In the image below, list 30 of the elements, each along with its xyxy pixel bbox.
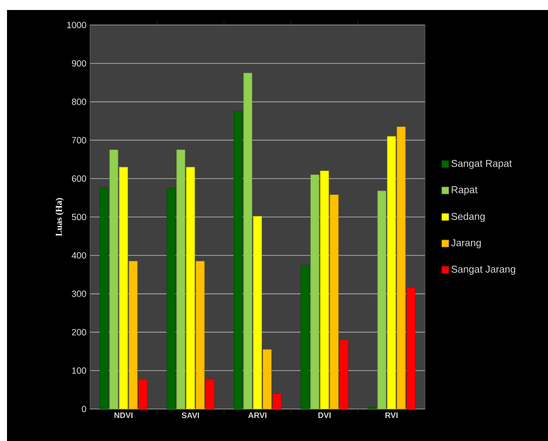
bar (406, 287, 416, 409)
bar (253, 216, 262, 409)
bar (339, 340, 348, 409)
y-tick-label: 800 (72, 98, 86, 105)
y-tick-label: 600 (72, 175, 86, 182)
legend-label: Rapat (452, 186, 478, 196)
y-tick-label: 1000 (67, 22, 86, 28)
y-tick-label: 300 (72, 290, 86, 297)
y-tick-label: 700 (72, 137, 86, 144)
legend-label: Sangat Jarang (451, 266, 516, 275)
bar (119, 166, 128, 409)
y-axis-title: Luas (Ha) (56, 198, 64, 236)
bar (234, 111, 243, 409)
bar (300, 264, 310, 409)
y-tick-label: 200 (72, 329, 86, 336)
bar (166, 188, 176, 409)
legend-label: Sedang (451, 212, 485, 222)
bar (100, 188, 109, 409)
bar (138, 378, 148, 409)
bar (320, 170, 329, 409)
bar (205, 378, 214, 409)
y-tick-label: 900 (72, 60, 86, 67)
y-tick-label: 500 (72, 214, 86, 220)
legend-label: Sangat Rapat (451, 160, 512, 169)
y-tick-label: 100 (72, 367, 86, 374)
bar (186, 166, 195, 409)
y-tick-label: 400 (72, 252, 86, 259)
legend-label: Jarang (451, 239, 481, 248)
y-tick-label: 0 (82, 406, 86, 412)
bar (387, 136, 396, 409)
